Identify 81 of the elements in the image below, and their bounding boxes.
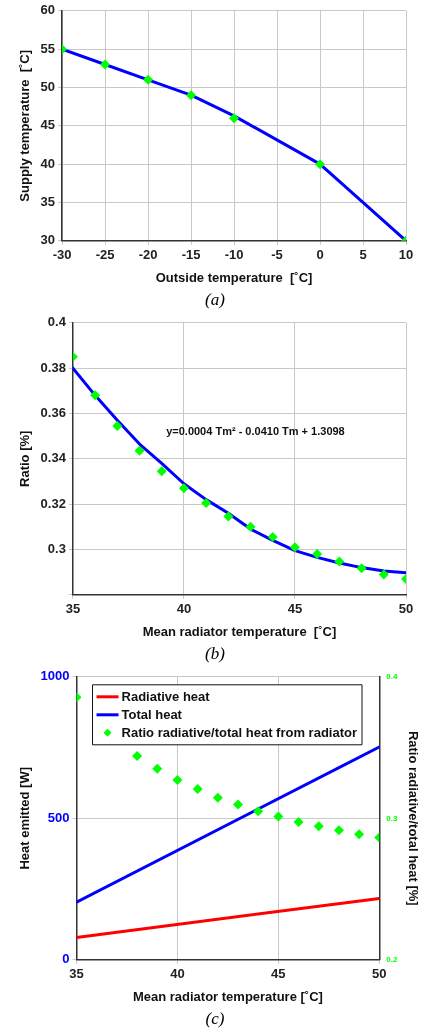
point xyxy=(172,775,183,786)
y-tick-label: 0.32 xyxy=(40,495,66,511)
y2-tick-label: 0.4 xyxy=(386,672,398,681)
point xyxy=(223,511,234,522)
x-axis-title: Mean radiator temperature [˚C] xyxy=(132,988,323,1004)
x-tick-label: 45 xyxy=(271,966,286,982)
point xyxy=(267,532,278,542)
point xyxy=(293,816,304,827)
point xyxy=(156,466,167,477)
point xyxy=(378,569,389,580)
point xyxy=(201,498,212,508)
y-tick-label: 0 xyxy=(62,951,70,967)
x-tick-label: 45 xyxy=(287,601,303,617)
y2-tick-label: 0.3 xyxy=(386,813,398,823)
y-tick-label: 0.3 xyxy=(47,541,66,557)
point xyxy=(289,542,300,553)
point xyxy=(273,811,284,822)
point xyxy=(315,159,326,170)
y-tick-label: 30 xyxy=(40,232,56,248)
point xyxy=(312,549,323,559)
y-tick-label: 40 xyxy=(40,155,56,171)
y-tick-label: 0.36 xyxy=(40,405,66,421)
x-tick-label: -10 xyxy=(224,247,244,263)
y-tick-label: 35 xyxy=(40,194,56,210)
text: (c) xyxy=(204,1009,226,1030)
point xyxy=(313,821,324,832)
annotation: y=0.0004 Tm² - 0.0410 Tm + 1.3098 xyxy=(166,424,345,437)
x-tick-label: -25 xyxy=(95,247,115,263)
y-tick-label: 55 xyxy=(40,40,56,56)
y-tick-label: 500 xyxy=(47,809,70,825)
y-tick-label: 0.34 xyxy=(40,450,67,466)
point xyxy=(192,784,203,795)
text: (b) xyxy=(204,644,226,665)
y-tick-label: 60 xyxy=(40,2,56,18)
point xyxy=(333,825,344,836)
x-tick-label: 50 xyxy=(372,966,387,982)
point xyxy=(178,483,189,494)
y-tick-label: 1000 xyxy=(40,668,70,684)
point xyxy=(245,521,256,532)
y-axis-title: Ratio [%] xyxy=(17,430,33,487)
x-tick-label: -30 xyxy=(52,247,72,263)
y2-axis-title: Ratio radiative/total heat [%] xyxy=(405,730,421,906)
x-tick-label: 0 xyxy=(316,247,324,263)
x-tick-label: 10 xyxy=(398,247,414,263)
point xyxy=(232,799,243,810)
point xyxy=(212,792,223,803)
y-tick-label: 50 xyxy=(40,79,56,95)
text: (a) xyxy=(204,290,226,311)
legend-label: Radiative heat xyxy=(121,689,211,705)
y-tick-label: 0.38 xyxy=(40,359,66,375)
point xyxy=(334,556,345,567)
point xyxy=(253,806,264,817)
x-tick-label: -20 xyxy=(138,247,158,263)
point xyxy=(143,74,154,85)
x-tick-label: 35 xyxy=(65,601,81,617)
point xyxy=(90,390,101,401)
y-axis-title: Heat emitted [W] xyxy=(17,767,33,870)
point xyxy=(356,563,367,574)
x-tick-label: 50 xyxy=(398,601,414,617)
point xyxy=(229,113,240,124)
point xyxy=(186,90,197,101)
point xyxy=(354,829,365,840)
point xyxy=(132,751,143,762)
x-tick-label: 40 xyxy=(176,601,192,617)
point xyxy=(152,763,163,774)
x-tick-label: 40 xyxy=(170,966,185,982)
y-tick-label: 45 xyxy=(40,117,56,133)
x-axis-title: Mean radiator temperature [˚C] xyxy=(142,623,337,639)
x-axis-title: Outside temperature [˚C] xyxy=(155,269,313,285)
x-tick-label: 35 xyxy=(69,966,84,982)
x-tick-label: 5 xyxy=(359,247,367,263)
legend-label: Total heat xyxy=(121,707,183,723)
x-tick-label: -15 xyxy=(181,247,201,263)
point xyxy=(134,445,145,456)
y-tick-label: 0.4 xyxy=(47,314,67,330)
x-tick-label: -5 xyxy=(271,247,283,263)
point xyxy=(100,59,111,70)
point xyxy=(112,420,123,431)
legend-label: Ratio radiative/total heat from radiator xyxy=(121,725,358,741)
y-axis-title: Supply temperature [˚C] xyxy=(17,49,33,202)
y2-tick-label: 0.2 xyxy=(386,955,398,964)
